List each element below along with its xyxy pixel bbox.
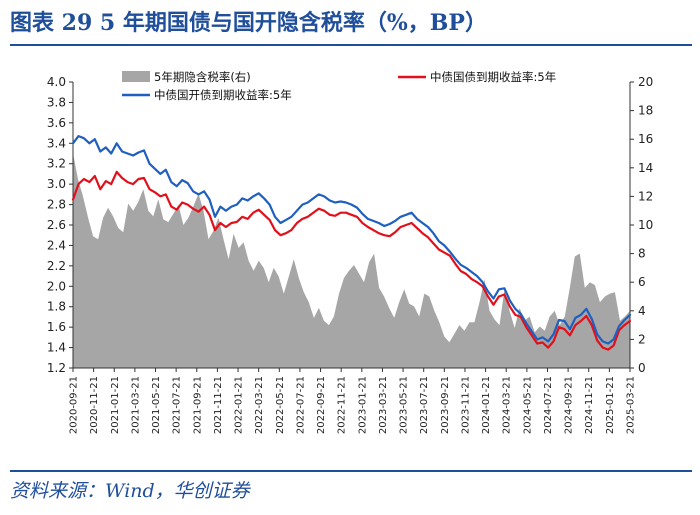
x-tick-label: 2024-01-21 — [481, 376, 492, 434]
x-tick-label: 2024-09-21 — [564, 376, 575, 434]
x-tick-label: 2020-09-21 — [69, 376, 80, 434]
right-tick-label: 4 — [638, 304, 646, 318]
left-tick-label: 1.8 — [47, 300, 66, 314]
x-tick-label: 2022-03-21 — [254, 376, 265, 434]
right-tick-label: 12 — [638, 189, 653, 203]
legend-cgb-label: 中债国债到期收益率:5年 — [430, 70, 556, 84]
right-tick-label: 0 — [638, 361, 646, 375]
axes-layer: 4.0 3.8 3.6 3.4 3.2 3.0 2.8 2.6 2.4 2.2 2.0 1.8 1.6 1… — [47, 75, 653, 434]
right-tick-label: 18 — [638, 104, 653, 118]
x-tick-label: 2021-05-21 — [151, 376, 162, 434]
yield-lines-layer — [71, 135, 632, 351]
x-tick-label: 2022-01-21 — [234, 376, 245, 434]
x-tick-label: 2022-07-21 — [295, 376, 306, 434]
source-note: 资料来源：Wind，华创证券 — [10, 480, 250, 502]
legend-tax-swatch — [122, 71, 150, 82]
left-tick-label: 1.2 — [47, 361, 66, 375]
x-tick-label: 2024-03-21 — [502, 376, 513, 434]
left-tick-label: 2.6 — [47, 218, 66, 232]
x-tick-label: 2025-01-21 — [605, 376, 616, 434]
left-tick-label: 3.2 — [47, 157, 66, 171]
source-rule — [10, 470, 692, 472]
legend: 5年期隐含税率(右) 中债国开债到期收益率:5年 中债国债到期收益率:5年 — [122, 70, 556, 102]
left-tick-label: 3.8 — [47, 95, 66, 109]
right-tick-label: 10 — [638, 218, 653, 232]
left-tick-label: 1.6 — [47, 320, 66, 334]
right-tick-label: 16 — [638, 132, 653, 146]
left-tick-label: 2.8 — [47, 198, 66, 212]
left-tick-label: 2.0 — [47, 279, 66, 293]
left-tick-label: 3.4 — [47, 136, 66, 150]
figure-title: 图表 29 5 年期国债与国开隐含税率（%，BP） — [10, 10, 487, 36]
cgb-yield-line — [71, 170, 632, 351]
tax-area-layer — [73, 153, 630, 368]
title-rule — [10, 44, 692, 46]
x-tick-label: 2024-07-21 — [543, 376, 554, 434]
cdb-yield-line — [71, 135, 632, 345]
yield-chart: 4.0 3.8 3.6 3.4 3.2 3.0 2.8 2.6 2.4 2.2 2.0 1.8 1.6 1… — [47, 70, 653, 434]
tax-area — [73, 153, 630, 368]
x-tick-label: 2021-01-21 — [110, 376, 121, 434]
left-tick-label: 2.2 — [47, 259, 66, 273]
x-tick-label: 2023-11-21 — [460, 376, 471, 434]
left-tick-label: 2.4 — [47, 238, 66, 252]
left-tick-label: 3.6 — [47, 116, 66, 130]
x-tick-label: 2025-03-21 — [626, 376, 637, 434]
right-tick-label: 2 — [638, 332, 646, 346]
x-tick-label: 2023-09-21 — [440, 376, 451, 434]
right-tick-label: 6 — [638, 275, 646, 289]
x-tick-label: 2022-11-21 — [337, 376, 348, 434]
x-tick-label: 2021-07-21 — [172, 376, 183, 434]
x-tick-label: 2023-01-21 — [357, 376, 368, 434]
x-tick-label: 2020-11-21 — [89, 376, 100, 434]
right-tick-label: 20 — [638, 75, 653, 89]
x-tick-label: 2021-09-21 — [192, 376, 203, 434]
legend-cdb-label: 中债国开债到期收益率:5年 — [154, 88, 292, 102]
legend-tax-label: 5年期隐含税率(右) — [154, 70, 251, 84]
x-tick-label: 2021-03-21 — [130, 376, 141, 434]
x-tick-label: 2021-11-21 — [213, 376, 224, 434]
x-tick-label: 2022-05-21 — [275, 376, 286, 434]
x-tick-label: 2022-09-21 — [316, 376, 327, 434]
x-tick-label: 2024-05-21 — [522, 376, 533, 434]
left-tick-label: 3.0 — [47, 177, 66, 191]
right-tick-label: 14 — [638, 161, 653, 175]
x-tick-label: 2023-03-21 — [378, 376, 389, 434]
left-tick-label: 4.0 — [47, 75, 66, 89]
x-tick-label: 2023-07-21 — [419, 376, 430, 434]
left-tick-label: 1.4 — [47, 341, 66, 355]
x-tick-label: 2023-05-21 — [399, 376, 410, 434]
right-tick-label: 8 — [638, 247, 646, 261]
x-tick-label: 2024-11-21 — [584, 376, 595, 434]
